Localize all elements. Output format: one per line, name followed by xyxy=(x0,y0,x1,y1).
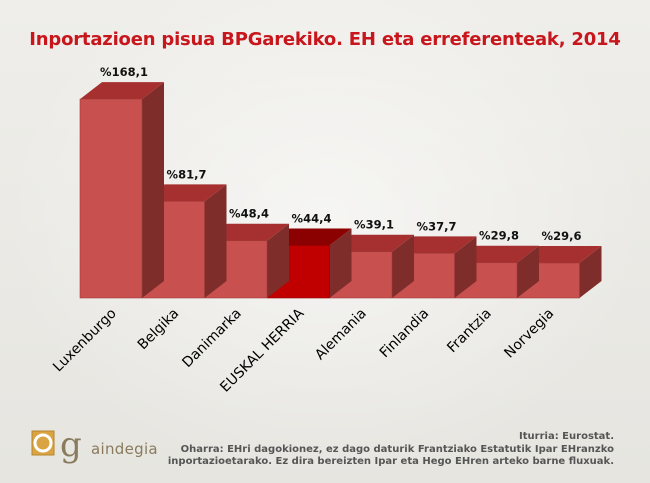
bar-side-euskal-herria xyxy=(329,228,352,298)
bar-side-norvegia xyxy=(579,245,602,298)
category-label-luxenburgo: Luxenburgo xyxy=(50,306,120,376)
category-label-belgika: Belgika xyxy=(135,306,183,354)
bar-front-luxenburgo xyxy=(79,98,143,299)
category-label-danimarka: Danimarka xyxy=(179,306,244,371)
note-line-1: Oharra: EHri dagokionez, ez dago daturik… xyxy=(180,443,614,455)
bar-luxenburgo xyxy=(79,82,164,299)
bar-side-danimarka xyxy=(267,223,289,298)
bar-side-finlandia xyxy=(454,236,477,298)
footer-notes: Iturria: Eurostat. Oharra: EHri dagokion… xyxy=(168,431,614,469)
category-label-alemania: Alemania xyxy=(312,306,370,364)
bar-side-alemania xyxy=(392,234,414,298)
bar-frantzia xyxy=(454,245,539,299)
value-label-danimarka: %48,4 xyxy=(229,207,269,221)
gaindegia-logo-icon: g xyxy=(31,425,82,465)
chart-title: Inportazioen pisua BPGarekiko. EH eta er… xyxy=(29,29,621,50)
value-label-luxenburgo: %168,1 xyxy=(100,65,148,79)
value-label-finlandia: %37,7 xyxy=(417,219,457,233)
value-label-alemania: %39,1 xyxy=(354,218,394,232)
value-label-norvegia: %29,6 xyxy=(542,229,582,243)
category-label-norvegia: Norvegia xyxy=(501,306,557,362)
logo-wordmark: aindegia xyxy=(91,440,158,458)
bar-side-belgika xyxy=(204,184,227,298)
value-label-frantzia: %29,8 xyxy=(479,229,519,243)
bar-side-frantzia xyxy=(517,245,539,298)
source-text: Iturria: Eurostat. xyxy=(519,431,614,442)
gaindegia-logo: g aindegia xyxy=(22,425,162,466)
value-label-euskal-herria: %44,4 xyxy=(292,211,332,225)
category-label-finlandia: Finlandia xyxy=(377,306,433,362)
category-label-frantzia: Frantzia xyxy=(444,306,495,357)
bar-top-luxenburgo xyxy=(80,82,164,100)
svg-text:g: g xyxy=(60,426,82,465)
bar-side-luxenburgo xyxy=(142,82,164,298)
value-label-belgika: %81,7 xyxy=(167,167,207,181)
note-line-2: inportazioetarako. Ez dira bereizten Ipa… xyxy=(167,456,614,467)
